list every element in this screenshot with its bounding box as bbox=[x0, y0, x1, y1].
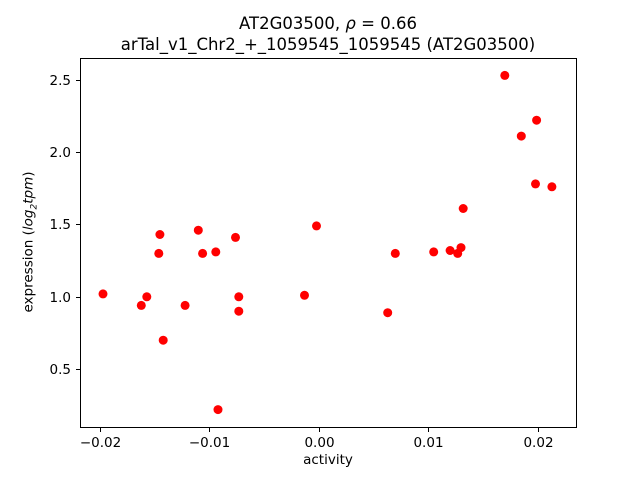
data-point bbox=[231, 232, 240, 242]
data-point bbox=[500, 70, 510, 80]
data-point bbox=[193, 225, 203, 235]
x-tick-label: 0.00 bbox=[304, 435, 334, 451]
y-label-prefix: expression ( bbox=[20, 230, 37, 313]
y-tick-label: 0.5 bbox=[50, 362, 71, 378]
x-tick-label: −0.02 bbox=[80, 435, 121, 451]
y-tick-label: 1.5 bbox=[50, 217, 71, 233]
y-label-var: tpm bbox=[20, 176, 37, 204]
data-point bbox=[532, 115, 542, 125]
data-point bbox=[458, 204, 468, 213]
data-point bbox=[383, 308, 393, 318]
chart-title: AT2G03500, ρ = 0.66 arTal_v1_Chr2_+_1059… bbox=[80, 13, 576, 56]
data-point bbox=[312, 221, 321, 231]
y-tick-label: 2.5 bbox=[50, 73, 71, 89]
x-tick-label: 0.02 bbox=[523, 435, 553, 451]
data-point bbox=[390, 248, 400, 258]
data-point bbox=[136, 300, 146, 310]
data-point bbox=[213, 405, 223, 415]
rho-value: = 0.66 bbox=[355, 14, 417, 33]
data-point bbox=[516, 131, 526, 141]
y-axis-label: expression (log2tpm) bbox=[21, 171, 40, 312]
data-point bbox=[300, 290, 309, 300]
rho-symbol: ρ bbox=[345, 14, 356, 33]
data-point bbox=[211, 247, 221, 257]
data-point bbox=[98, 289, 108, 299]
data-point bbox=[234, 306, 244, 316]
data-point bbox=[234, 292, 244, 302]
x-axis-label: activity bbox=[303, 452, 353, 468]
axes-spines bbox=[80, 58, 577, 428]
data-point bbox=[198, 248, 208, 258]
data-point bbox=[154, 248, 164, 258]
data-point bbox=[180, 300, 190, 310]
data-point bbox=[155, 230, 165, 239]
y-tick-label: 1.0 bbox=[50, 290, 71, 306]
x-tick-label: −0.01 bbox=[189, 435, 230, 451]
y-tick-label: 2.0 bbox=[50, 145, 71, 161]
title-gene: AT2G03500, bbox=[239, 14, 346, 33]
data-point bbox=[456, 243, 466, 253]
data-point bbox=[531, 179, 540, 189]
data-point bbox=[429, 247, 439, 257]
x-tick-label: 0.01 bbox=[413, 435, 443, 451]
data-point bbox=[158, 335, 168, 345]
y-label-log: log bbox=[20, 209, 37, 231]
data-point bbox=[445, 246, 455, 255]
data-point bbox=[142, 292, 152, 302]
y-label-subscript: 2 bbox=[29, 203, 40, 210]
chart-title-line2: arTal_v1_Chr2_+_1059545_1059545 (AT2G035… bbox=[120, 35, 536, 55]
data-point bbox=[547, 182, 557, 192]
chart-title-line1: AT2G03500, ρ = 0.66 bbox=[80, 13, 576, 34]
y-label-suffix: ) bbox=[20, 171, 37, 177]
